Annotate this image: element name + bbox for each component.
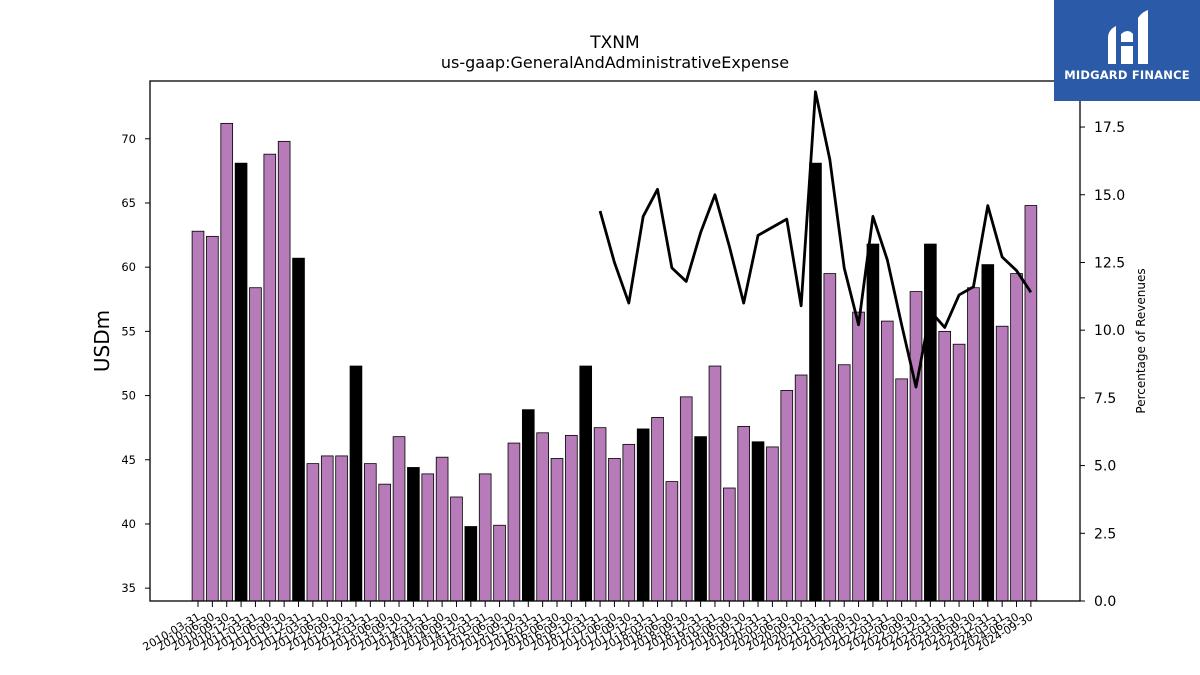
bar-2021-06-30 <box>837 364 851 602</box>
y2-tick-label: 0.0 <box>1094 594 1116 610</box>
brand-logo: MIDGARD FINANCE <box>1054 0 1200 101</box>
bar-2014-06-30 <box>435 456 449 602</box>
y2-tick-label: 5.0 <box>1094 459 1116 475</box>
bar-2010-12-31 <box>234 162 248 602</box>
bar-2015-12-31 <box>521 409 535 602</box>
bar-2023-06-30 <box>952 343 966 602</box>
y-axis-label: USDm <box>90 310 114 372</box>
bar-2020-06-30 <box>780 390 794 602</box>
bar-2024-09-30 <box>1024 205 1038 602</box>
bar-2024-06-30 <box>1010 273 1023 602</box>
bar-2018-03-31 <box>651 416 664 602</box>
bar-2017-09-30 <box>622 443 636 602</box>
brand-name: MIDGARD FINANCE <box>1064 68 1190 82</box>
revenue-pct-line <box>598 90 1033 389</box>
bar-2015-06-30 <box>493 524 506 602</box>
bar-2017-06-30 <box>608 458 621 602</box>
bar-2011-09-30 <box>277 140 291 602</box>
bar-2016-03-31 <box>536 432 549 602</box>
bar-2011-12-31 <box>292 257 305 602</box>
bar-2015-03-31 <box>478 473 492 602</box>
y-tick-label: 65 <box>121 196 136 210</box>
bar-2012-06-30 <box>320 455 334 602</box>
bar-2024-03-31 <box>995 325 1009 602</box>
bar-2013-03-31 <box>364 463 377 602</box>
bar-2019-09-30 <box>737 425 750 602</box>
bar-2023-03-31 <box>938 330 952 602</box>
bar-2022-06-30 <box>895 378 908 602</box>
y2-tick-label: 2.5 <box>1094 526 1116 542</box>
chart-title: TXNM <box>589 33 639 53</box>
bar-2017-12-31 <box>636 428 650 602</box>
bar-2010-06-30 <box>206 235 219 602</box>
bar-2019-06-30 <box>723 487 736 602</box>
bar-2013-09-30 <box>392 436 406 602</box>
y-tick-label: 40 <box>121 517 136 531</box>
bar-2021-12-31 <box>866 243 880 602</box>
y-tick-label: 35 <box>121 581 136 595</box>
y-tick-label: 70 <box>121 132 136 146</box>
y2-tick-label: 10.0 <box>1094 323 1125 339</box>
plot-frame <box>149 80 1081 602</box>
bar-2018-06-30 <box>665 481 679 602</box>
bar-2016-12-31 <box>579 365 593 602</box>
bar-2012-09-30 <box>335 455 348 602</box>
bar-2014-03-31 <box>421 473 435 602</box>
bar-2023-09-30 <box>967 287 980 602</box>
midgard-logo-icon <box>1108 10 1148 64</box>
bar-2014-12-31 <box>464 526 478 602</box>
bar-2016-06-30 <box>550 458 564 602</box>
y-tick-label: 60 <box>121 260 136 274</box>
bar-2013-12-31 <box>407 467 420 602</box>
bar-2021-03-31 <box>823 273 837 602</box>
bars-layer <box>191 122 1038 602</box>
chart-subtitle: us-gaap:GeneralAndAdministrativeExpense <box>441 53 789 72</box>
bar-2023-12-31 <box>981 264 995 602</box>
bar-2010-03-31 <box>191 230 205 602</box>
y2-tick-label: 7.5 <box>1094 391 1116 407</box>
y-tick-label: 55 <box>121 324 136 338</box>
bar-2012-12-31 <box>349 365 363 602</box>
y-tick-label: 50 <box>121 389 136 403</box>
bar-2020-09-30 <box>794 374 808 602</box>
bar-2011-03-31 <box>249 287 262 602</box>
bar-2022-09-30 <box>909 291 923 602</box>
bar-2018-09-30 <box>679 396 693 602</box>
bar-2019-12-31 <box>751 441 765 602</box>
y2-axis-label: Percentage of Revenues <box>1134 268 1148 413</box>
bar-2014-09-30 <box>450 496 463 602</box>
bar-2019-03-31 <box>708 365 722 602</box>
bar-2020-12-31 <box>809 162 822 602</box>
y2-tick-label: 12.5 <box>1094 255 1125 271</box>
bar-2022-03-31 <box>880 320 894 602</box>
bar-2010-09-30 <box>220 122 234 602</box>
bar-2018-12-31 <box>694 436 707 602</box>
bar-2011-06-30 <box>263 153 277 602</box>
y2-tick-label: 17.5 <box>1094 120 1125 136</box>
bar-2013-06-30 <box>378 483 391 602</box>
bar-2016-09-30 <box>565 434 578 602</box>
bar-2015-09-30 <box>507 442 521 602</box>
y2-tick-label: 15.0 <box>1094 188 1125 204</box>
bar-2021-09-30 <box>852 311 865 602</box>
y-tick-label: 45 <box>121 453 136 467</box>
bar-2017-03-31 <box>593 427 607 602</box>
bar-2020-03-31 <box>766 446 779 602</box>
bar-2022-12-31 <box>924 243 937 602</box>
bar-2012-03-31 <box>306 463 320 602</box>
